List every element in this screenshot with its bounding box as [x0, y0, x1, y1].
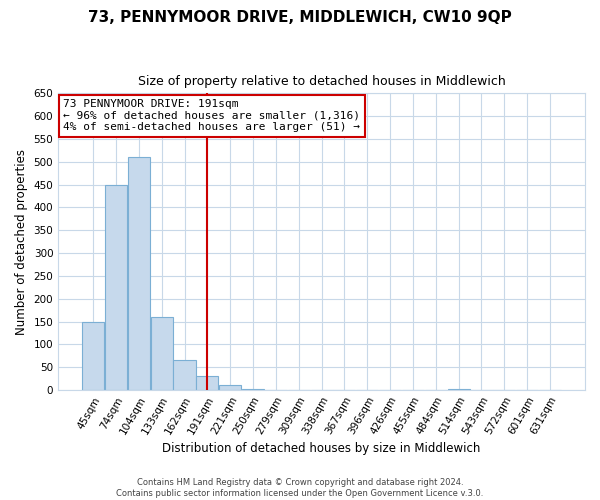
Y-axis label: Number of detached properties: Number of detached properties [15, 148, 28, 334]
Bar [105, 184, 127, 390]
Bar [448, 389, 470, 390]
Bar [219, 384, 241, 390]
X-axis label: Distribution of detached houses by size in Middlewich: Distribution of detached houses by size … [163, 442, 481, 455]
Bar [196, 376, 218, 390]
Text: 73 PENNYMOOR DRIVE: 191sqm
← 96% of detached houses are smaller (1,316)
4% of se: 73 PENNYMOOR DRIVE: 191sqm ← 96% of deta… [64, 100, 361, 132]
Bar [128, 158, 150, 390]
Bar [242, 389, 264, 390]
Text: 73, PENNYMOOR DRIVE, MIDDLEWICH, CW10 9QP: 73, PENNYMOOR DRIVE, MIDDLEWICH, CW10 9Q… [88, 10, 512, 25]
Bar [82, 322, 104, 390]
Title: Size of property relative to detached houses in Middlewich: Size of property relative to detached ho… [138, 75, 505, 88]
Bar [173, 360, 196, 390]
Text: Contains HM Land Registry data © Crown copyright and database right 2024.
Contai: Contains HM Land Registry data © Crown c… [116, 478, 484, 498]
Bar [151, 317, 173, 390]
